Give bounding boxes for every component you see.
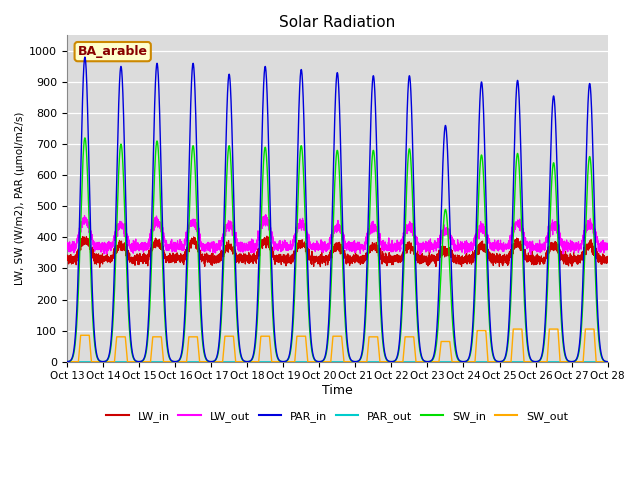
- LW_out: [262, 212, 269, 217]
- PAR_out: [603, 359, 611, 365]
- SW_in: [604, 359, 612, 364]
- LW_in: [63, 255, 71, 261]
- SW_out: [604, 359, 611, 365]
- SW_out: [317, 359, 324, 365]
- PAR_in: [317, 359, 325, 364]
- PAR_in: [63, 359, 71, 364]
- LW_out: [160, 233, 168, 239]
- SW_in: [161, 303, 168, 309]
- PAR_in: [429, 356, 436, 362]
- PAR_out: [429, 359, 436, 365]
- PAR_in: [604, 359, 612, 364]
- SW_out: [429, 359, 436, 365]
- PAR_in: [604, 359, 611, 364]
- SW_in: [317, 359, 325, 364]
- SW_out: [63, 359, 71, 365]
- PAR_out: [160, 359, 168, 365]
- LW_in: [263, 233, 271, 239]
- Line: LW_in: LW_in: [67, 236, 608, 267]
- Line: PAR_in: PAR_in: [67, 57, 608, 361]
- SW_out: [160, 359, 168, 365]
- LW_out: [490, 247, 497, 253]
- SW_out: [458, 359, 466, 365]
- LW_out: [416, 252, 424, 258]
- LW_out: [317, 237, 325, 243]
- SW_in: [459, 359, 467, 364]
- SW_in: [429, 357, 436, 363]
- PAR_out: [63, 359, 71, 365]
- LW_out: [429, 245, 436, 251]
- Line: LW_out: LW_out: [67, 215, 608, 255]
- LW_in: [317, 259, 325, 264]
- PAR_in: [459, 359, 467, 364]
- PAR_out: [604, 359, 612, 365]
- LW_in: [604, 257, 612, 263]
- SW_in: [604, 359, 611, 364]
- LW_in: [459, 258, 467, 264]
- LW_in: [429, 254, 436, 260]
- PAR_out: [458, 359, 466, 365]
- SW_in: [63, 359, 71, 364]
- Title: Solar Radiation: Solar Radiation: [279, 15, 396, 30]
- LW_in: [490, 263, 497, 268]
- PAR_in: [161, 283, 168, 288]
- LW_in: [604, 254, 611, 260]
- SW_in: [81, 135, 89, 141]
- Legend: LW_in, LW_out, PAR_in, PAR_out, SW_in, SW_out: LW_in, LW_out, PAR_in, PAR_out, SW_in, S…: [102, 407, 573, 426]
- Text: BA_arable: BA_arable: [77, 45, 148, 58]
- SW_in: [489, 353, 497, 359]
- LW_out: [63, 244, 71, 250]
- PAR_in: [81, 54, 89, 60]
- PAR_out: [489, 359, 497, 365]
- SW_out: [509, 326, 517, 332]
- SW_out: [604, 359, 612, 365]
- PAR_out: [317, 359, 324, 365]
- X-axis label: Time: Time: [322, 384, 353, 397]
- LW_in: [96, 264, 104, 270]
- LW_in: [161, 252, 168, 257]
- LW_out: [459, 244, 467, 250]
- Y-axis label: LW, SW (W/m2), PAR (μmol/m2/s): LW, SW (W/m2), PAR (μmol/m2/s): [15, 112, 25, 285]
- Line: SW_out: SW_out: [67, 329, 608, 362]
- SW_out: [489, 359, 497, 365]
- PAR_in: [489, 351, 497, 357]
- LW_out: [604, 247, 611, 252]
- LW_out: [604, 245, 612, 251]
- Line: SW_in: SW_in: [67, 138, 608, 361]
